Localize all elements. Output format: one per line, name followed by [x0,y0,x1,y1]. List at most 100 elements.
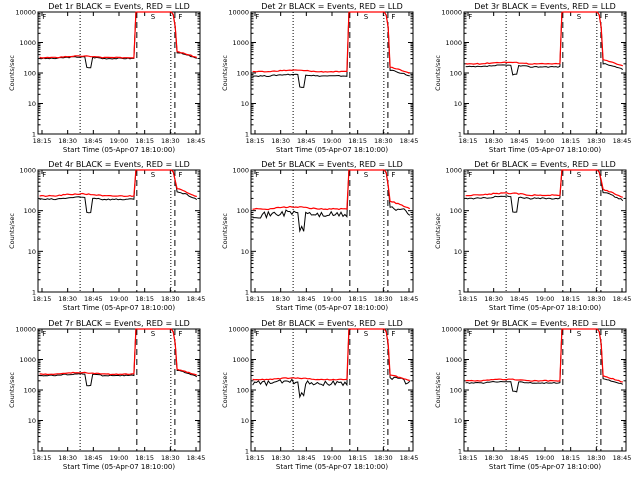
y-axis-label: Counts/sec [221,372,229,408]
x-axis-label: Start Time (05-Apr-07 18:10:00) [489,463,601,471]
lld-series-line [39,328,198,376]
y-tick-label: 100 [450,387,462,395]
x-tick-label: 18:30 [484,137,503,145]
flag-marker: F [255,13,259,21]
x-tick-label: 18:15 [246,295,265,303]
x-tick-label: 18:30 [58,137,77,145]
panel-4: Det 4r BLACK = Events, RED = LLD 1 10 100 10… [8,160,205,312]
panel-title: Det 9r BLACK = Events, RED = LLD [474,319,616,328]
y-tick-label: 1 [245,289,249,297]
panel-7: Det 7r BLACK = Events, RED = LLD 1 10 100 10… [8,319,205,471]
y-tick-label: 1 [245,448,249,456]
x-axis-label: Start Time (05-Apr-07 18:10:00) [276,146,388,154]
x-tick-label: 18:15 [246,454,265,462]
panel-3: Det 3r BLACK = Events, RED = LLD 1 10 100 10… [434,2,631,154]
panel-title: Det 8r BLACK = Events, RED = LLD [261,319,403,328]
y-tick-label: 1000 [19,167,36,175]
flag-marker: F [178,13,182,21]
events-series-line [252,169,411,233]
y-tick-label: 10 [241,417,249,425]
x-tick-label: 18:45 [297,295,316,303]
x-tick-label: 18:45 [84,295,103,303]
y-tick-label: 10000 [228,9,249,17]
y-tick-label: 10 [454,100,462,108]
x-axis-label: Start Time (05-Apr-07 18:10:00) [63,304,175,312]
x-axis-label: Start Time (05-Apr-07 18:10:00) [276,463,388,471]
lld-series-line [252,11,410,74]
y-tick-label: 10000 [15,326,36,334]
x-tick-label: 18:15 [33,295,52,303]
y-axis-label: Counts/sec [8,55,16,91]
x-tick-label: 18:15 [459,295,478,303]
x-tick-label: 19:00 [536,137,555,145]
y-tick-label: 100 [24,207,36,215]
x-tick-label: 18:15 [459,137,478,145]
x-tick-label: 18:45 [84,137,103,145]
lld-series-line [465,328,623,383]
panel-9: Det 9r BLACK = Events, RED = LLD 1 10 100 10… [434,319,631,471]
flag-marker: F [255,330,259,338]
flag-marker: S [577,13,582,21]
x-tick-label: 18:45 [400,295,419,303]
x-tick-label: 18:15 [246,137,265,145]
flag-marker: F [42,171,46,179]
y-tick-label: 10 [241,248,249,256]
x-tick-label: 18:45 [400,137,419,145]
flag-marker: F [391,330,395,338]
flag-marker: S [577,171,582,179]
y-axis-label: Counts/sec [221,213,229,249]
y-tick-label: 100 [237,70,249,78]
flag-marker: F [468,171,472,179]
y-tick-label: 1000 [232,39,249,47]
lld-series-line [252,328,410,382]
y-tick-label: 1000 [19,39,36,47]
x-tick-label: 19:00 [110,295,129,303]
lld-series-line [465,11,623,67]
x-axis-label: Start Time (05-Apr-07 18:10:00) [276,304,388,312]
y-tick-label: 10 [454,417,462,425]
x-tick-label: 18:45 [187,454,206,462]
flag-marker: F [468,13,472,21]
y-axis-label: Counts/sec [434,372,442,408]
x-tick-label: 18:15 [135,454,154,462]
y-axis-label: Counts/sec [221,55,229,91]
x-tick-label: 19:00 [110,454,129,462]
y-tick-label: 10 [28,100,36,108]
y-tick-label: 1 [32,448,36,456]
x-tick-label: 18:45 [187,295,206,303]
y-tick-label: 1000 [19,356,36,364]
x-tick-label: 18:45 [613,137,632,145]
y-axis-label: Counts/sec [434,213,442,249]
events-series-line [39,169,198,214]
flag-marker: S [364,330,369,338]
x-tick-label: 18:30 [484,454,503,462]
events-series-line [465,169,624,213]
lld-series-line [39,169,197,198]
y-tick-label: 100 [450,70,462,78]
y-tick-label: 1000 [445,39,462,47]
flag-marker: S [577,330,582,338]
lld-series-line [465,169,623,198]
x-tick-label: 19:00 [323,137,342,145]
x-axis-label: Start Time (05-Apr-07 18:10:00) [63,463,175,471]
x-tick-label: 18:30 [161,137,180,145]
x-axis-label: Start Time (05-Apr-07 18:10:00) [489,304,601,312]
y-tick-label: 10 [241,100,249,108]
y-tick-label: 100 [24,70,36,78]
x-tick-label: 18:45 [510,137,529,145]
x-tick-label: 19:00 [536,295,555,303]
panel-title: Det 7r BLACK = Events, RED = LLD [48,319,190,328]
x-tick-label: 18:30 [587,454,606,462]
events-series-line [465,11,624,76]
panel-8: Det 8r BLACK = Events, RED = LLD 1 10 100 10… [221,319,418,471]
x-tick-label: 18:15 [33,454,52,462]
x-tick-label: 18:30 [587,295,606,303]
x-tick-label: 18:45 [613,295,632,303]
x-tick-label: 18:15 [561,137,580,145]
x-tick-label: 19:00 [323,454,342,462]
y-tick-label: 1000 [445,356,462,364]
flag-marker: F [42,330,46,338]
x-tick-label: 18:30 [484,295,503,303]
y-tick-label: 1 [458,289,462,297]
